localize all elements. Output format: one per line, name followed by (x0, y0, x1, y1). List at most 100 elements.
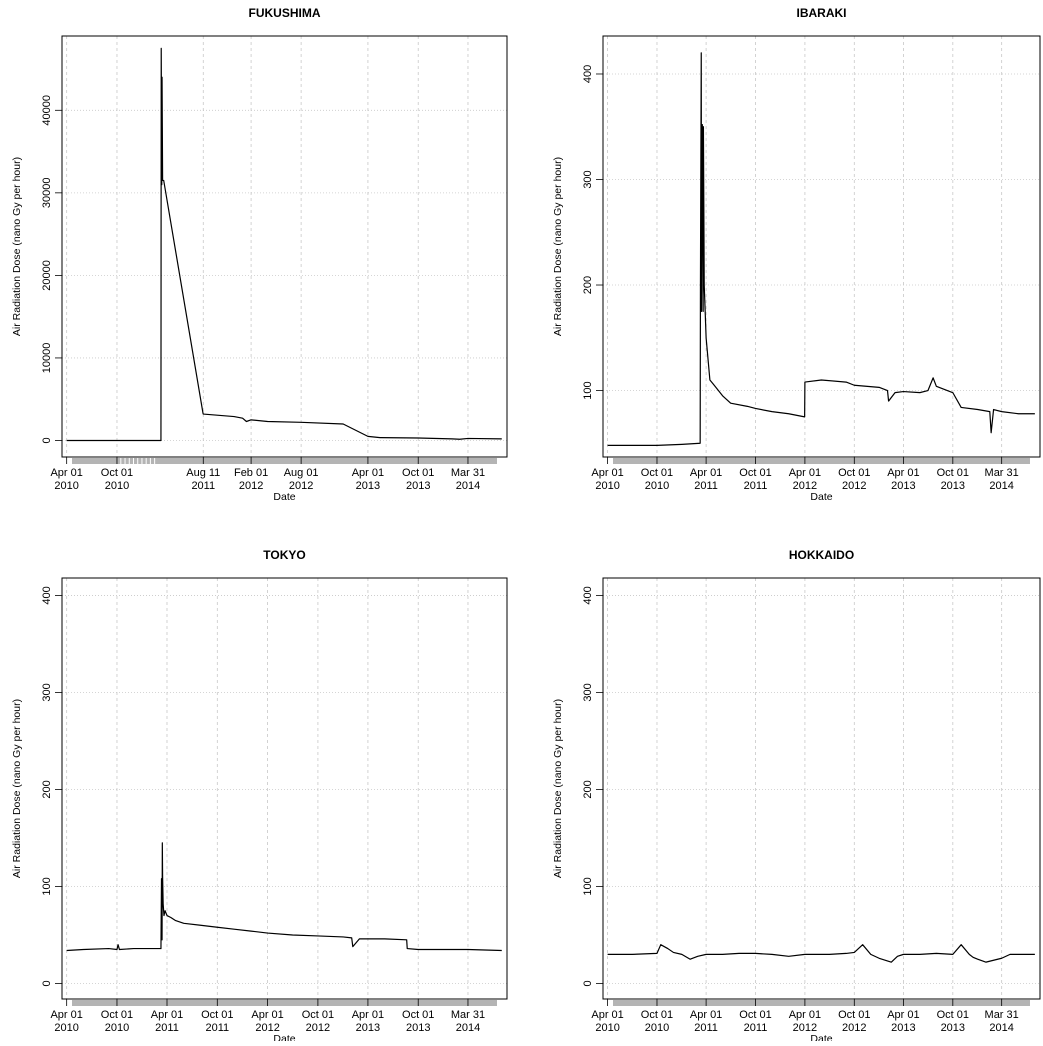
x-tick-label: 2014 (456, 1022, 480, 1034)
y-axis-label: Air Radiation Dose (nano Gy per hour) (11, 157, 23, 336)
y-tick-label: 0 (41, 980, 53, 986)
x-tick-label: Feb 01 (234, 467, 268, 479)
x-tick-label: 2014 (456, 480, 480, 492)
x-tick-label: 2014 (989, 1022, 1013, 1034)
x-tick-label: Apr 01 (352, 1009, 384, 1021)
plot-frame (61, 577, 508, 1000)
y-tick-label: 100 (41, 877, 53, 895)
y-tick-label: 100 (582, 381, 594, 399)
x-tick-label: Apr 01 (251, 1009, 283, 1021)
x-tick-label: Apr 01 (690, 467, 722, 479)
y-axis-label: Air Radiation Dose (nano Gy per hour) (552, 699, 564, 878)
series-line (607, 944, 1035, 963)
x-tick-label: 2010 (54, 480, 78, 492)
y-axis-label: Air Radiation Dose (nano Gy per hour) (552, 157, 564, 336)
y-tick-label: 200 (582, 276, 594, 294)
x-tick-label: Apr 01 (690, 1009, 722, 1021)
y-tick-label: 20000 (41, 260, 53, 291)
y-tick-label: 300 (582, 170, 594, 188)
x-tick-label: 2013 (356, 480, 380, 492)
x-tick-label: 2013 (406, 480, 430, 492)
panel-title: IBARAKI (797, 6, 847, 20)
x-axis-label: Date (810, 491, 832, 503)
panel-title: FUKUSHIMA (249, 6, 321, 20)
x-tick-label: 2011 (155, 1022, 179, 1034)
x-tick-label: 2011 (694, 480, 718, 492)
x-tick-label: Oct 01 (402, 467, 434, 479)
x-tick-label: Oct 01 (739, 467, 771, 479)
x-tick-label: Apr 01 (789, 1009, 821, 1021)
x-tick-label: Mar 31 (451, 1009, 485, 1021)
y-axis-label: Air Radiation Dose (nano Gy per hour) (11, 699, 23, 878)
x-tick-label: Oct 01 (402, 1009, 434, 1021)
x-tick-label: 2011 (191, 480, 215, 492)
x-tick-label: 2010 (595, 1022, 619, 1034)
plot-frame (602, 577, 1041, 1000)
x-tick-label: 2010 (54, 1022, 78, 1034)
y-tick-label: 40000 (41, 95, 53, 126)
x-tick-label: 2011 (205, 1022, 229, 1034)
y-tick-label: 400 (582, 65, 594, 83)
x-tick-label: Oct 01 (101, 467, 133, 479)
x-tick-label: Oct 01 (641, 467, 673, 479)
x-tick-label: Apr 01 (789, 467, 821, 479)
x-axis-label: Date (273, 491, 295, 503)
x-tick-label: 2013 (941, 480, 965, 492)
x-tick-label: Aug 11 (186, 467, 220, 479)
x-tick-label: Oct 01 (838, 467, 870, 479)
y-tick-label: 400 (582, 586, 594, 604)
panel-title: HOKKAIDO (789, 548, 854, 562)
x-tick-label: 2012 (793, 1022, 817, 1034)
y-tick-label: 200 (582, 780, 594, 798)
panel-title: TOKYO (263, 548, 305, 562)
x-axis-label: Date (273, 1033, 295, 1041)
x-tick-label: Mar 31 (985, 1009, 1019, 1021)
x-tick-label: 2012 (289, 480, 313, 492)
x-tick-label: Apr 01 (50, 467, 82, 479)
x-tick-label: 2014 (989, 480, 1013, 492)
x-tick-label: 2010 (595, 480, 619, 492)
y-tick-label: 400 (41, 586, 53, 604)
x-tick-label: 2013 (941, 1022, 965, 1034)
x-tick-label: Apr 01 (887, 467, 919, 479)
x-tick-label: 2013 (891, 1022, 915, 1034)
date-rug-band (72, 458, 497, 464)
x-tick-label: Oct 01 (937, 1009, 969, 1021)
x-tick-label: 2011 (744, 1022, 768, 1034)
x-tick-label: 2010 (105, 1022, 129, 1034)
x-tick-label: 2012 (306, 1022, 330, 1034)
series-line (66, 47, 502, 442)
x-tick-label: Aug 01 (284, 467, 319, 479)
x-tick-label: 2012 (842, 480, 866, 492)
x-tick-label: 2012 (842, 1022, 866, 1034)
x-tick-label: Mar 31 (451, 467, 485, 479)
series-line (607, 52, 1035, 446)
x-tick-label: Oct 01 (201, 1009, 233, 1021)
series-line (66, 842, 502, 952)
date-rug-band (72, 1000, 497, 1006)
x-tick-label: 2012 (255, 1022, 279, 1034)
x-tick-label: Oct 01 (641, 1009, 673, 1021)
x-tick-label: Oct 01 (739, 1009, 771, 1021)
y-tick-label: 0 (41, 437, 53, 443)
y-tick-label: 10000 (41, 343, 53, 374)
y-tick-label: 0 (582, 980, 594, 986)
y-tick-label: 100 (582, 877, 594, 895)
x-tick-label: 2010 (645, 480, 669, 492)
x-tick-label: 2013 (891, 480, 915, 492)
date-rug-band (613, 458, 1030, 464)
plot-frame (61, 35, 508, 458)
x-axis-label: Date (810, 1033, 832, 1041)
x-tick-label: Oct 01 (838, 1009, 870, 1021)
x-tick-label: Apr 01 (50, 1009, 82, 1021)
x-tick-label: 2011 (694, 1022, 718, 1034)
x-tick-label: Apr 01 (151, 1009, 183, 1021)
x-tick-label: Oct 01 (101, 1009, 133, 1021)
x-tick-label: Oct 01 (937, 467, 969, 479)
x-tick-label: 2010 (645, 1022, 669, 1034)
x-tick-label: 2012 (793, 480, 817, 492)
